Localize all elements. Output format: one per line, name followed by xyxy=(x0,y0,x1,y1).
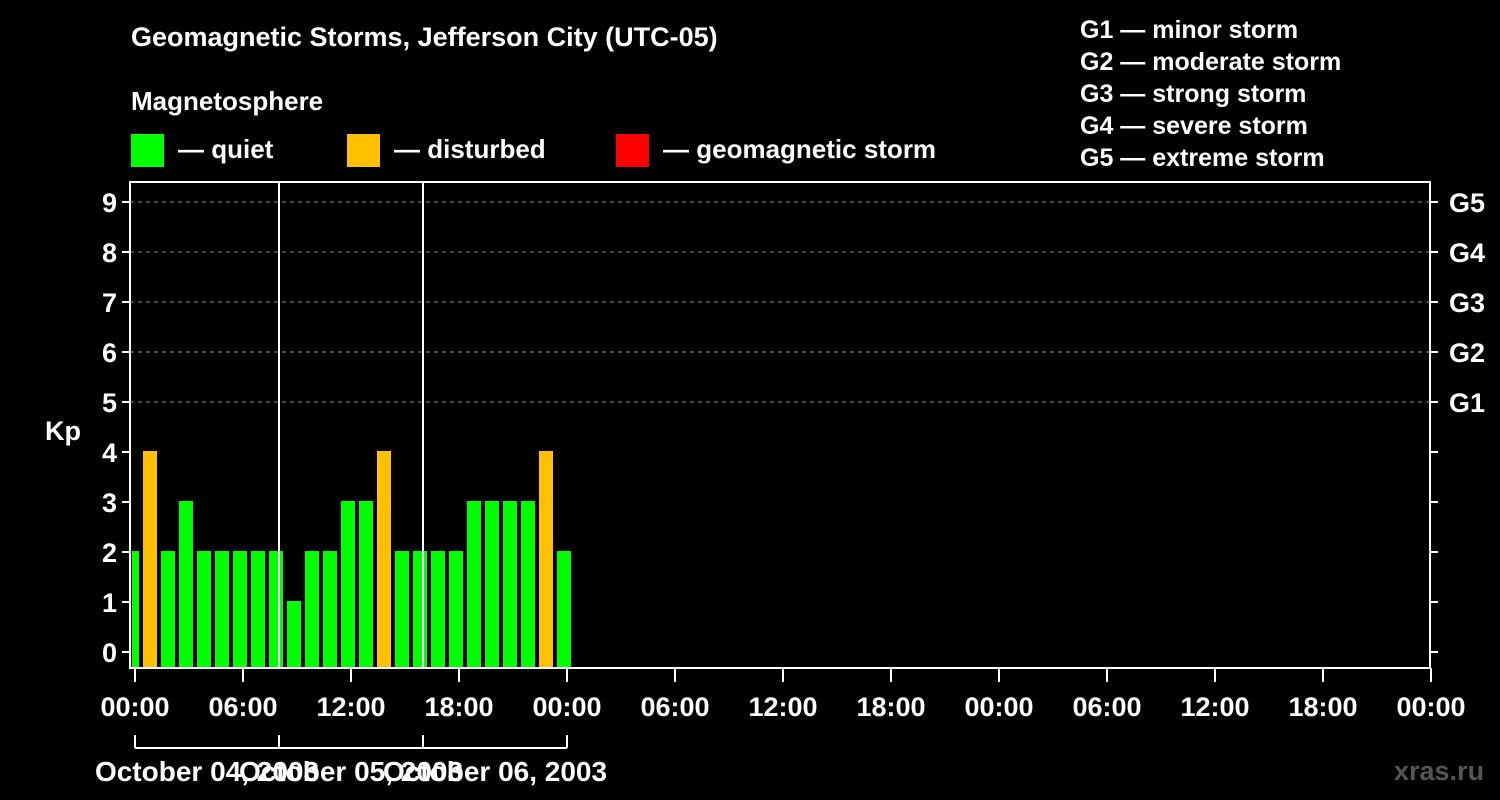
y-axis-label: Kp xyxy=(45,416,81,446)
y-tick-label: 5 xyxy=(102,388,117,418)
kp-bar xyxy=(179,501,193,668)
chart-subtitle: Magnetosphere xyxy=(131,86,324,116)
g-scale-label: G3 xyxy=(1449,288,1485,318)
storm-scale-g3: G3 — strong storm xyxy=(1080,80,1307,108)
kp-bar xyxy=(161,551,175,668)
y-tick-label: 7 xyxy=(102,288,117,318)
kp-bar xyxy=(197,551,211,668)
x-tick-label: 00:00 xyxy=(532,692,601,722)
y-tick-label: 9 xyxy=(102,188,117,218)
storm-scale-legend: G1 — minor storm G2 — moderate storm G3 … xyxy=(1080,14,1341,174)
day-label: October 05, 2003 xyxy=(239,756,463,787)
storm-scale-g2: G2 — moderate storm xyxy=(1080,48,1342,76)
g-scale-label: G5 xyxy=(1449,188,1485,218)
legend-swatch-quiet xyxy=(131,134,164,167)
y-tick-label: 6 xyxy=(102,338,117,368)
g-scale-label: G1 xyxy=(1449,388,1485,418)
g-scale-label: G4 xyxy=(1449,238,1485,268)
kp-bar xyxy=(467,501,481,668)
x-tick-label: 18:00 xyxy=(1288,692,1357,722)
kp-bar xyxy=(521,501,535,668)
kp-bar xyxy=(539,451,553,668)
legend-label-quiet: — quiet xyxy=(178,134,274,164)
x-tick-label: 12:00 xyxy=(316,692,385,722)
kp-bar xyxy=(557,551,571,668)
kp-bar xyxy=(413,551,427,668)
kp-bar xyxy=(395,551,409,668)
y-tick-label: 0 xyxy=(102,638,117,668)
storm-scale-g5: G5 — extreme storm xyxy=(1080,144,1325,172)
plot-frame xyxy=(129,181,1431,669)
kp-bar xyxy=(287,601,301,668)
x-tick-label: 12:00 xyxy=(748,692,817,722)
kp-bar xyxy=(323,551,337,668)
kp-bar xyxy=(132,551,139,668)
kp-bar xyxy=(377,451,391,668)
x-tick-label: 12:00 xyxy=(1180,692,1249,722)
y-tick-label: 8 xyxy=(102,238,117,268)
y-tick-label: 3 xyxy=(102,488,117,518)
y-tick-label: 4 xyxy=(102,438,117,468)
kp-bar xyxy=(269,551,283,668)
kp-bar xyxy=(503,501,517,668)
storm-scale-g1: G1 — minor storm xyxy=(1080,16,1299,44)
x-tick-label: 18:00 xyxy=(424,692,493,722)
x-tick-label: 00:00 xyxy=(1396,692,1465,722)
x-tick-label: 18:00 xyxy=(856,692,925,722)
watermark: xras.ru xyxy=(1394,756,1485,786)
kp-bar xyxy=(251,551,265,668)
kp-bar xyxy=(431,551,445,668)
x-tick-label: 06:00 xyxy=(208,692,277,722)
kp-bar xyxy=(233,551,247,668)
kp-bar xyxy=(341,501,355,668)
kp-bar xyxy=(143,451,157,668)
day-label: October 04, 2003 xyxy=(95,756,319,787)
kp-bar xyxy=(215,551,229,668)
legend-label-disturbed: — disturbed xyxy=(394,134,546,164)
g-scale-label: G2 xyxy=(1449,338,1485,368)
x-tick-label: 00:00 xyxy=(100,692,169,722)
storm-scale-g4: G4 — severe storm xyxy=(1080,112,1308,140)
y-tick-label: 2 xyxy=(102,538,117,568)
kp-bar xyxy=(359,501,373,668)
kp-bar xyxy=(485,501,499,668)
day-label: October 06, 2003 xyxy=(383,756,607,787)
legend-swatch-disturbed xyxy=(347,134,380,167)
x-tick-label: 00:00 xyxy=(964,692,1033,722)
x-tick-label: 06:00 xyxy=(1072,692,1141,722)
kp-bar xyxy=(449,551,463,668)
y-tick-label: 1 xyxy=(102,588,117,618)
legend-label-storm: — geomagnetic storm xyxy=(663,134,937,164)
kp-bar xyxy=(305,551,319,668)
chart-title: Geomagnetic Storms, Jefferson City (UTC-… xyxy=(131,22,718,52)
legend-swatch-storm xyxy=(616,134,649,167)
x-tick-label: 06:00 xyxy=(640,692,709,722)
